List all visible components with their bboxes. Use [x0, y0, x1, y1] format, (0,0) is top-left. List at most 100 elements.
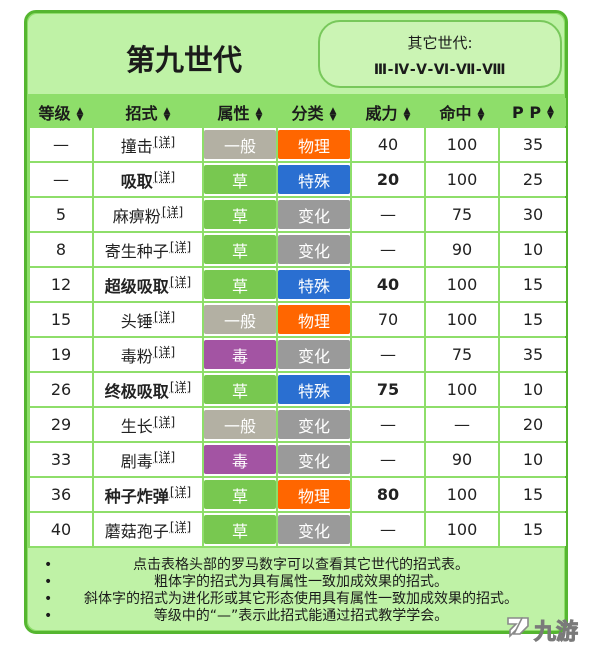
generation-title: 第九世代: [125, 43, 242, 77]
move-pp: 15: [500, 513, 566, 546]
category-badge[interactable]: 变化: [278, 200, 350, 229]
type-badge[interactable]: 毒: [204, 340, 276, 369]
move-detail-link[interactable]: [详]: [161, 204, 184, 219]
move-name-link[interactable]: 生长: [120, 416, 153, 436]
move-name-link[interactable]: 撞击: [120, 136, 153, 156]
move-detail-link[interactable]: [详]: [153, 309, 176, 324]
move-type-cell: 草: [204, 513, 276, 546]
move-name-link[interactable]: 终极吸取: [104, 381, 169, 401]
move-name-cell: 种子炸弹[详]: [94, 478, 202, 511]
jiuyou-logo-icon: [507, 617, 529, 638]
sort-icon[interactable]: ▲ ▼: [547, 104, 554, 121]
move-name-cell: 寄生种子[详]: [94, 233, 202, 266]
move-accuracy: 100: [426, 373, 498, 406]
move-name-link[interactable]: 蘑菇孢子: [104, 521, 169, 541]
category-badge[interactable]: 变化: [278, 445, 350, 474]
column-header-power[interactable]: 威力 ▲ ▼: [352, 98, 424, 126]
category-badge[interactable]: 变化: [278, 235, 350, 264]
move-name-link[interactable]: 寄生种子: [104, 241, 169, 261]
move-type-cell: 草: [204, 268, 276, 301]
category-badge[interactable]: 变化: [278, 340, 350, 369]
move-detail-link[interactable]: [详]: [153, 414, 176, 429]
move-detail-link[interactable]: [详]: [153, 134, 176, 149]
generation-links[interactable]: Ⅲ-Ⅳ-Ⅴ-Ⅵ-Ⅶ-Ⅷ: [373, 62, 507, 78]
sort-icon[interactable]: ▲ ▼: [477, 105, 485, 123]
move-name-link[interactable]: 吸取: [120, 171, 153, 191]
move-detail-link[interactable]: [详]: [153, 169, 176, 184]
move-detail-link[interactable]: [详]: [153, 344, 176, 359]
move-name-link[interactable]: 麻痹粉: [112, 206, 161, 226]
move-pp: 35: [500, 338, 566, 371]
move-power: —: [352, 443, 424, 476]
move-level: 26: [30, 373, 92, 406]
sort-icon[interactable]: ▲ ▼: [76, 105, 84, 123]
move-name-link[interactable]: 种子炸弹: [104, 486, 169, 506]
type-badge[interactable]: 草: [204, 375, 276, 404]
move-detail-link[interactable]: [详]: [169, 484, 192, 499]
move-category-cell: 特殊: [278, 163, 350, 196]
column-header-pp[interactable]: P P ▲ ▼: [500, 98, 566, 126]
type-badge[interactable]: 草: [204, 480, 276, 509]
category-badge[interactable]: 变化: [278, 515, 350, 544]
move-pp: 35: [500, 128, 566, 161]
move-type-cell: 草: [204, 198, 276, 231]
type-badge[interactable]: 一般: [204, 305, 276, 334]
type-badge[interactable]: 草: [204, 165, 276, 194]
column-header-accuracy[interactable]: 命中 ▲ ▼: [426, 98, 498, 126]
category-badge[interactable]: 特殊: [278, 270, 350, 299]
category-badge[interactable]: 特殊: [278, 165, 350, 194]
move-row: 33 剧毒[详] 毒变化 —90 10: [30, 443, 566, 476]
move-category-cell: 物理: [278, 303, 350, 336]
other-generations-label: 其它世代:: [407, 34, 473, 52]
move-name-cell: 吸取[详]: [94, 163, 202, 196]
sort-icon[interactable]: ▲ ▼: [163, 105, 171, 123]
move-name-link[interactable]: 超级吸取: [104, 276, 169, 296]
move-name-link[interactable]: 头锤: [120, 311, 153, 331]
category-badge[interactable]: 变化: [278, 410, 350, 439]
move-type-cell: 草: [204, 373, 276, 406]
type-badge[interactable]: 草: [204, 200, 276, 229]
move-type-cell: 一般: [204, 128, 276, 161]
sort-icon[interactable]: ▲ ▼: [329, 105, 337, 123]
move-accuracy: —: [426, 408, 498, 441]
type-badge[interactable]: 草: [204, 515, 276, 544]
move-pp: 15: [500, 268, 566, 301]
move-pp: 20: [500, 408, 566, 441]
category-badge[interactable]: 特殊: [278, 375, 350, 404]
move-name-link[interactable]: 毒粉: [120, 346, 153, 366]
column-header-category[interactable]: 分类 ▲ ▼: [278, 98, 350, 126]
move-row: 26 终极吸取[详] 草特殊 75 100 10: [30, 373, 566, 406]
column-header-level[interactable]: 等级 ▲ ▼: [30, 98, 92, 126]
type-badge[interactable]: 草: [204, 270, 276, 299]
category-badge[interactable]: 物理: [278, 480, 350, 509]
move-pp: 15: [500, 303, 566, 336]
sort-icon[interactable]: ▲ ▼: [403, 105, 411, 123]
note-item: 斜体字的招式为进化形或其它形态使用具有属性一致加成效果的招式。: [28, 591, 564, 608]
move-detail-link[interactable]: [详]: [169, 379, 192, 394]
sort-icon[interactable]: ▲ ▼: [255, 105, 263, 123]
move-level: 12: [30, 268, 92, 301]
category-badge[interactable]: 物理: [278, 305, 350, 334]
column-header-label: P P: [512, 102, 542, 122]
type-badge[interactable]: 毒: [204, 445, 276, 474]
category-badge[interactable]: 物理: [278, 130, 350, 159]
move-row: 8 寄生种子[详] 草变化 —90 10: [30, 233, 566, 266]
move-detail-link[interactable]: [详]: [169, 519, 192, 534]
move-category-cell: 特殊: [278, 268, 350, 301]
move-row: 15 头锤[详] 一般 物理 70 100 15: [30, 303, 566, 336]
move-row: 40 蘑菇孢子[详] 草变化 —100 15: [30, 513, 566, 546]
type-badge[interactable]: 一般: [204, 130, 276, 159]
column-header-move[interactable]: 招式 ▲ ▼: [94, 98, 202, 126]
move-power: 20: [352, 163, 424, 196]
column-header-type[interactable]: 属性 ▲ ▼: [204, 98, 276, 126]
type-badge[interactable]: 草: [204, 235, 276, 264]
move-detail-link[interactable]: [详]: [169, 239, 192, 254]
move-level: 15: [30, 303, 92, 336]
type-badge[interactable]: 一般: [204, 410, 276, 439]
move-detail-link[interactable]: [详]: [169, 274, 192, 289]
move-name-link[interactable]: 剧毒: [120, 451, 153, 471]
move-name-cell: 蘑菇孢子[详]: [94, 513, 202, 546]
move-category-cell: 物理: [278, 478, 350, 511]
move-power: 40: [352, 268, 424, 301]
move-detail-link[interactable]: [详]: [153, 449, 176, 464]
